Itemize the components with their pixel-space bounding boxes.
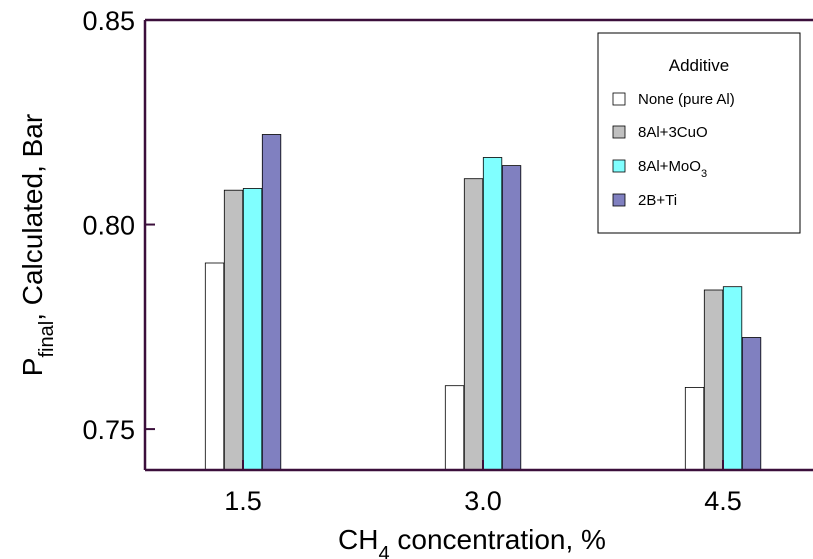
legend-label: 2B+Ti	[638, 192, 677, 209]
bar-1-1.5	[204, 262, 225, 471]
bar-1-4.5	[684, 386, 705, 471]
x-tick-label: 4.5	[704, 486, 742, 516]
legend-swatch	[612, 159, 626, 173]
bar-4-4.5	[741, 337, 762, 471]
bar-3-1.5	[242, 188, 263, 471]
y-tick-label: 0.80	[82, 211, 135, 241]
legend-box	[597, 32, 801, 234]
x-tick-label: 3.0	[464, 486, 502, 516]
legend-label: None (pure Al)	[638, 91, 735, 108]
bar-3-4.5	[722, 286, 743, 471]
legend-label: 8Al+MoO3	[638, 158, 707, 180]
bar-2-1.5	[223, 189, 244, 471]
legend-label: 8Al+3CuO	[638, 124, 708, 141]
bar-2-3.0	[463, 178, 484, 471]
y-axis-title: Pfinal, Calculated, Bar	[17, 114, 58, 376]
bar-4-3.0	[501, 165, 522, 471]
bar-1-3.0	[444, 385, 465, 471]
bars-group	[204, 134, 762, 471]
legend-swatch	[612, 92, 626, 106]
bar-4-1.5	[261, 134, 282, 471]
legend-swatch	[612, 193, 626, 207]
axes-group	[143, 18, 813, 472]
bar-3-3.0	[482, 157, 503, 471]
legend-swatch	[612, 125, 626, 139]
ticks-group: 0.75 0.80 0.85 1.5 3.0 4.5	[82, 6, 741, 516]
legend-title: Additive	[669, 56, 729, 75]
y-tick-label: 0.85	[82, 6, 135, 36]
legend: Additive None (pure Al) 8Al+3CuO 8Al+MoO3 2…	[597, 32, 801, 234]
x-tick-label: 1.5	[224, 486, 262, 516]
x-axis-title: CH4 concentration, %	[338, 524, 606, 559]
y-tick-label: 0.75	[82, 415, 135, 445]
bar-2-4.5	[703, 289, 724, 471]
